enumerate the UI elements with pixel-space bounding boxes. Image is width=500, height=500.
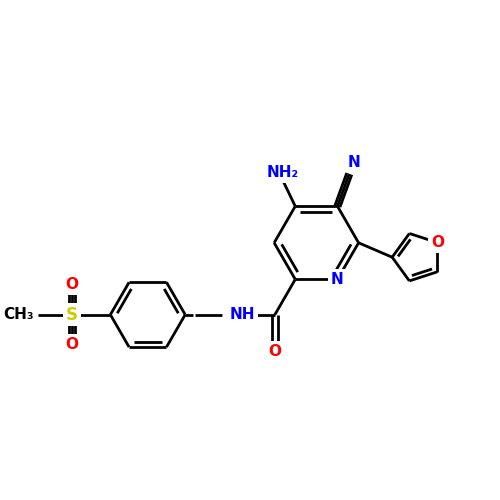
Text: S: S xyxy=(66,306,78,324)
Text: O: O xyxy=(66,278,78,292)
Text: NH₂: NH₂ xyxy=(267,165,299,180)
Text: NH: NH xyxy=(230,307,255,322)
Text: N: N xyxy=(347,154,360,170)
Text: O: O xyxy=(66,337,78,352)
Text: N: N xyxy=(331,272,344,287)
Text: O: O xyxy=(268,344,281,358)
Text: CH₃: CH₃ xyxy=(3,307,34,322)
Text: O: O xyxy=(431,235,444,250)
